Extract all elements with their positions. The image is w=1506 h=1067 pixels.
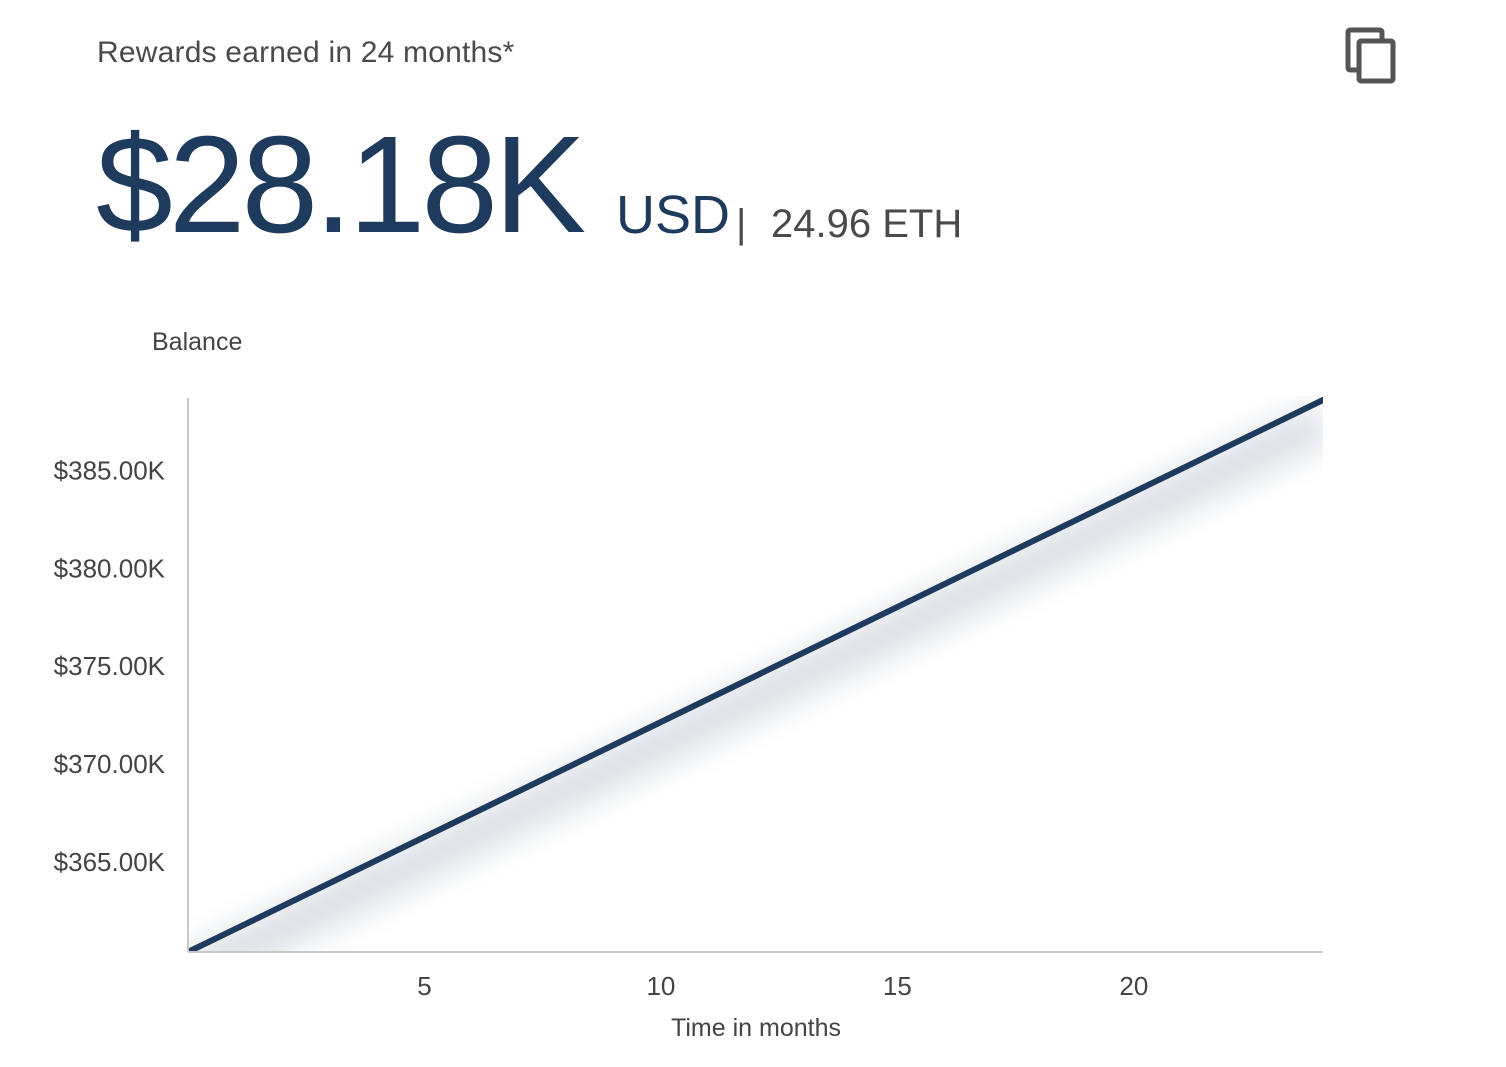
series-point <box>1320 397 1323 403</box>
y-tick-label: $380.00K <box>54 553 166 583</box>
amount-divider: | <box>736 202 747 246</box>
x-axis-ticks: 5 10 15 20 <box>417 971 1148 1001</box>
copy-button[interactable] <box>1342 26 1400 86</box>
x-axis-label: Time in months <box>671 1014 841 1042</box>
rewards-title: Rewards earned in 24 months* <box>97 36 515 69</box>
x-tick-label: 20 <box>1119 971 1148 1001</box>
x-tick-label: 5 <box>417 971 431 1001</box>
currency-label: USD <box>616 185 731 245</box>
y-axis-label: Balance <box>152 328 242 356</box>
y-tick-label: $365.00K <box>54 847 166 877</box>
x-tick-label: 10 <box>646 971 675 1001</box>
balance-chart-svg: Balance Time in months $365.00K$370.00K$… <box>54 328 1323 1042</box>
x-tick-label: 15 <box>883 971 912 1001</box>
balance-series-line <box>188 397 1323 952</box>
y-axis-ticks: $365.00K $370.00K $375.00K $380.00K $385.00K <box>54 455 166 876</box>
y-tick-label: $375.00K <box>54 651 166 681</box>
series-shadow <box>188 401 1323 952</box>
y-tick-label: $370.00K <box>54 749 166 779</box>
rewards-amount-usd: $28.18K <box>96 108 586 262</box>
rewards-amount-eth: 24.96 ETH <box>771 202 963 246</box>
copy-icon <box>1345 27 1396 84</box>
y-tick-label: $385.00K <box>54 455 166 485</box>
balance-chart: Balance Time in months $365.00K $370.00K $… <box>0 300 1506 1062</box>
plot-area <box>188 397 1323 952</box>
